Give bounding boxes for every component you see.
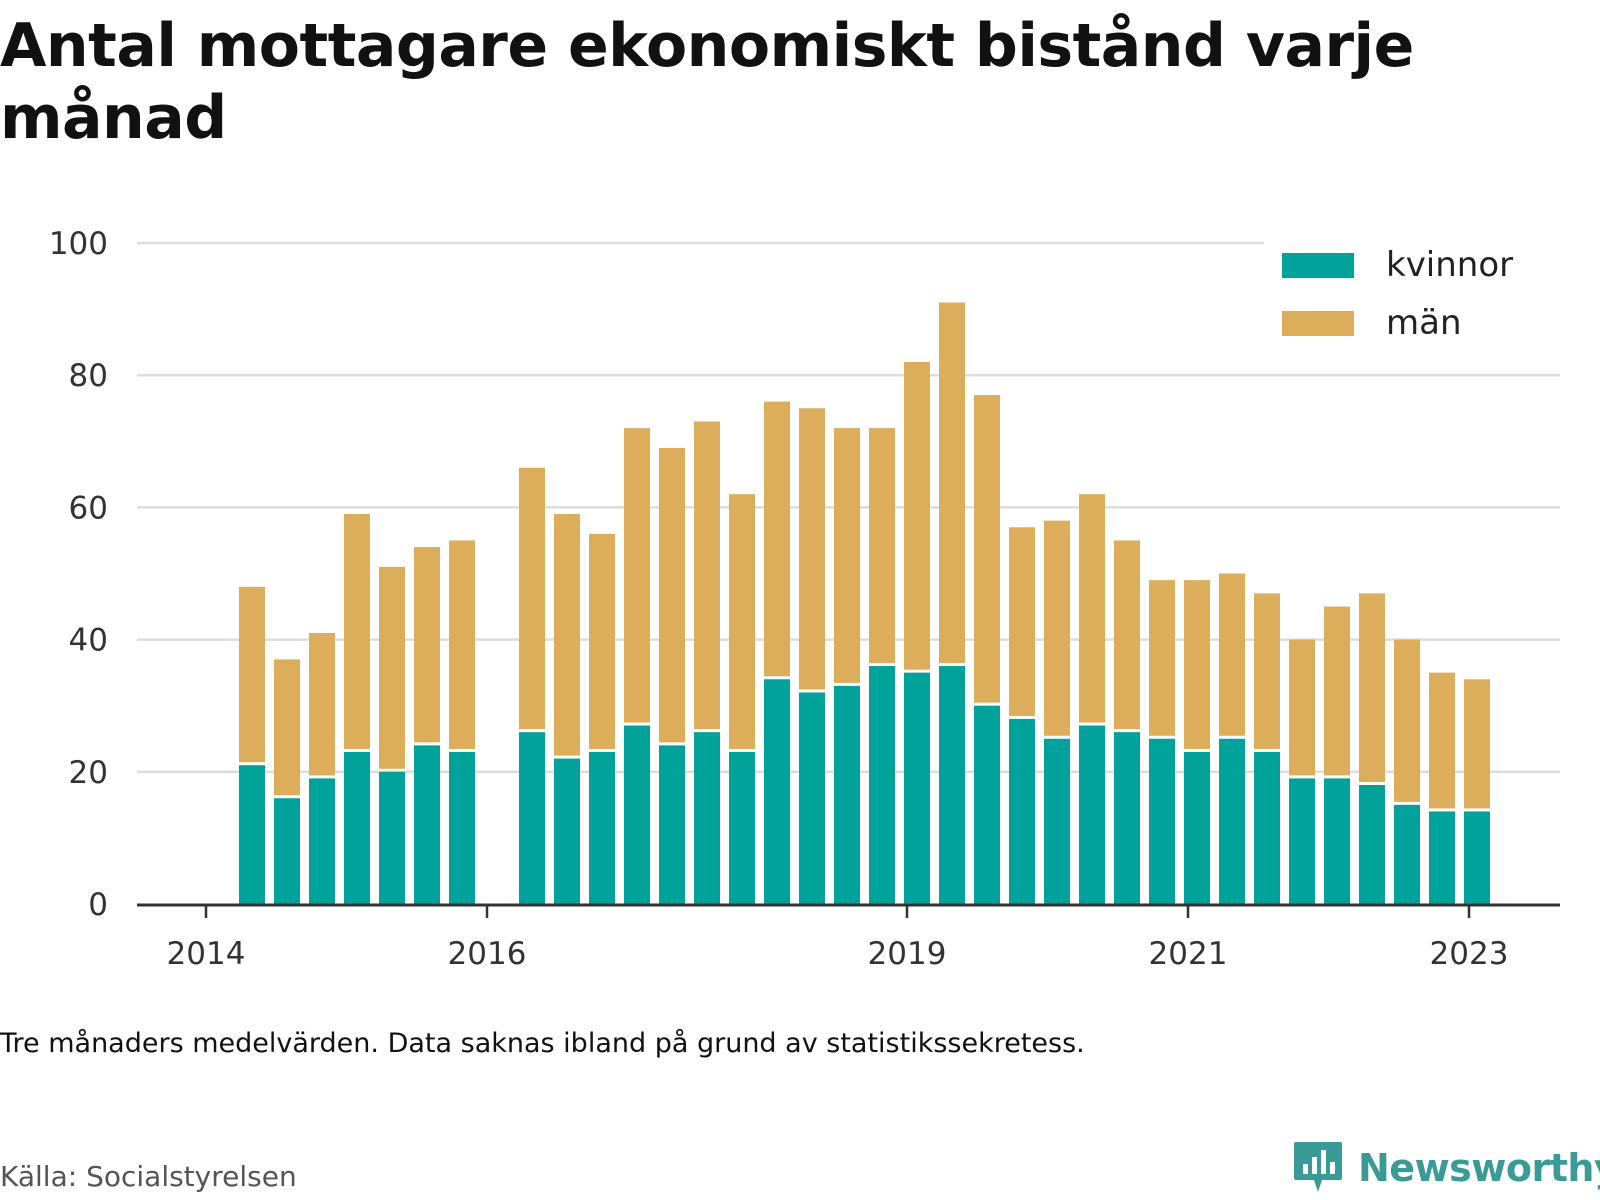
bars [239,302,1490,904]
bar-kvinnor [729,751,755,904]
y-tick-label: 60 [69,490,108,526]
bar-kvinnor [869,666,895,904]
bar-man [974,395,1000,703]
footnote: Tre månaders medelvärden. Data saknas ib… [0,1028,1085,1059]
x-tick-label: 2023 [1430,936,1509,972]
bar-man [1464,679,1490,809]
bar-man [1394,639,1420,802]
bar-kvinnor [1324,778,1350,904]
bar-man [1114,540,1140,730]
bar-man [834,428,860,683]
bar-man [764,401,790,677]
y-tick-label: 40 [69,623,108,659]
bar-man [1429,672,1455,809]
bar-kvinnor [799,692,825,904]
source-text: Källa: Socialstyrelsen [0,1160,297,1193]
bar-man [1359,593,1385,783]
bar-man [1149,580,1175,736]
chart-title: Antal mottagare ekonomiskt bistånd varje… [0,11,1414,153]
bar-man [1254,593,1280,749]
bar-man [1219,573,1245,736]
y-tick-label: 80 [69,358,108,394]
bar-man [554,514,580,756]
x-tick-label: 2014 [167,936,246,972]
bar-kvinnor [239,765,265,904]
bar-man [1009,527,1035,716]
x-tick-label: 2021 [1149,936,1228,972]
y-tick-label: 0 [88,887,108,923]
bar-man [694,421,720,730]
y-tick-label: 100 [49,226,108,262]
bar-man [799,408,825,690]
bar-kvinnor [344,751,370,904]
legend-label: män [1386,303,1462,343]
bar-kvinnor [1394,804,1420,904]
bar-man [624,428,650,723]
bar-man [589,533,615,749]
legend-swatch [1282,311,1354,336]
bar-man [729,494,755,749]
bar-man [659,447,685,743]
bar-kvinnor [764,679,790,904]
legend-swatch [1282,253,1354,278]
bar-kvinnor [449,751,475,904]
bar-kvinnor [834,685,860,904]
bar-kvinnor [1289,778,1315,904]
brand-logo: Newsworthy [1292,1140,1600,1196]
bar-kvinnor [1184,751,1210,904]
bar-kvinnor [1359,785,1385,904]
bar-kvinnor [1219,738,1245,904]
bar-man [1044,520,1070,736]
bar-man [379,566,405,769]
y-tick-label: 20 [69,755,108,791]
bar-kvinnor [519,732,545,904]
bar-man [449,540,475,749]
bar-man [414,547,440,743]
bar-kvinnor [589,751,615,904]
bar-kvinnor [1254,751,1280,904]
bar-kvinnor [904,672,930,904]
bar-kvinnor [939,666,965,904]
bar-kvinnor [694,732,720,904]
bar-man [1184,580,1210,749]
bar-man [274,659,300,796]
bar-kvinnor [1079,725,1105,904]
bar-kvinnor [1429,811,1455,904]
bar-man [939,302,965,664]
x-tick-label: 2019 [868,936,947,972]
bar-kvinnor [414,745,440,904]
brand-name: Newsworthy [1358,1146,1600,1190]
bar-kvinnor [1009,718,1035,904]
bar-man [1289,639,1315,776]
bar-man [904,361,930,670]
bar-man [239,586,265,763]
x-tick-label: 2016 [448,936,527,972]
bar-kvinnor [554,758,580,904]
bar-kvinnor [624,725,650,904]
bar-kvinnor [974,705,1000,904]
newsworthy-logo-icon [1294,1142,1342,1192]
legend-label: kvinnor [1386,245,1513,285]
bar-kvinnor [309,778,335,904]
x-axis: 2014 2016 2019 2021 2023 [137,903,1560,972]
bar-kvinnor [1114,732,1140,904]
bar-man [519,467,545,730]
bar-kvinnor [659,745,685,904]
y-axis: 0 20 40 60 80 100 [49,226,108,923]
bar-kvinnor [1464,811,1490,904]
bar-kvinnor [274,798,300,904]
bar-man [1079,494,1105,723]
bar-kvinnor [379,771,405,904]
bar-man [344,514,370,749]
bar-kvinnor [1149,738,1175,904]
legend: kvinnor män [1264,236,1560,361]
bar-man [309,632,335,776]
bar-kvinnor [1044,738,1070,904]
bar-man [1324,606,1350,776]
bar-man [869,428,895,664]
